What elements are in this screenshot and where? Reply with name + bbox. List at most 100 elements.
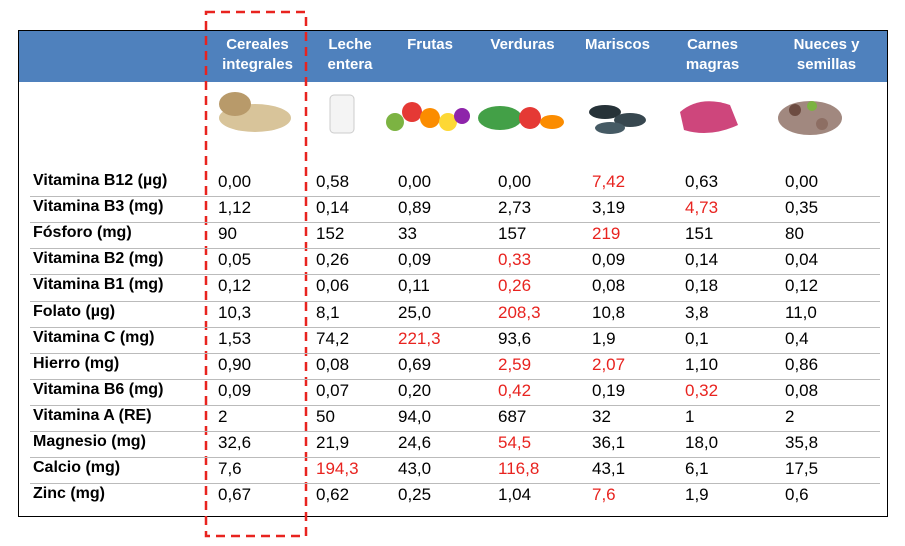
cell: 0,42 xyxy=(498,380,532,400)
row-rule xyxy=(30,404,880,406)
highlight-box xyxy=(204,10,308,538)
row-label: Magnesio (mg) xyxy=(33,433,146,450)
row-rule xyxy=(30,431,880,432)
cell: 93,6 xyxy=(498,328,532,348)
cell: 1,10 xyxy=(685,354,719,374)
row-rule xyxy=(30,196,880,198)
cell: 1,9 xyxy=(592,328,616,348)
row-rule xyxy=(30,326,880,328)
cell: 194,3 xyxy=(316,459,359,479)
column-header: Cereales integrales xyxy=(222,36,293,73)
cell: 0,32 xyxy=(685,380,719,400)
row-rule xyxy=(30,483,880,485)
cell: 43,1 xyxy=(592,459,626,479)
row-label: Zinc (mg) xyxy=(33,485,105,503)
table-border xyxy=(18,30,888,517)
cell: 221,3 xyxy=(398,328,441,348)
row-label: Vitamina A (RE) xyxy=(33,406,152,424)
cell: 43,0 xyxy=(398,459,432,479)
cell: 8,1 xyxy=(316,302,340,322)
cell: 0,62 xyxy=(316,485,350,505)
cell: 0,6 xyxy=(785,485,809,505)
cell: 2,73 xyxy=(498,198,532,218)
row-rule xyxy=(30,457,880,459)
column-header: Mariscos xyxy=(584,36,651,53)
cell: 7,6 xyxy=(592,485,616,505)
cell: 0,00 xyxy=(498,172,532,191)
cell: 2,07 xyxy=(592,354,626,374)
cell: 1,9 xyxy=(685,485,709,505)
cell: 7,6 xyxy=(218,459,242,479)
cell: 0,26 xyxy=(316,250,350,270)
row-label: Fósforo (mg) xyxy=(33,224,132,242)
row-label: Vitamina C (mg) xyxy=(33,328,155,346)
fruit-icon xyxy=(386,102,470,131)
cell: 35,8 xyxy=(785,433,819,452)
cell: 0,67 xyxy=(218,485,252,505)
cell: 25,0 xyxy=(398,302,432,322)
row-label: Folato (µg) xyxy=(33,302,116,320)
cell: 36,1 xyxy=(592,433,626,452)
row-rule xyxy=(30,222,880,224)
cell: 0,00 xyxy=(218,172,252,191)
cell: 116,8 xyxy=(498,459,540,479)
meat-icon xyxy=(680,101,738,134)
cell: 74,2 xyxy=(316,328,350,348)
cell: 0,69 xyxy=(398,354,432,374)
vegetable-icon xyxy=(478,106,564,130)
cell: 32 xyxy=(592,406,611,426)
cell: 80 xyxy=(785,224,804,244)
cell: 18,0 xyxy=(685,433,719,452)
row-label: Hierro (mg) xyxy=(33,354,120,372)
row-rule xyxy=(30,274,880,276)
cell: 3,19 xyxy=(592,198,626,218)
cell: 219 xyxy=(592,224,621,244)
cell: 6,1 xyxy=(685,459,709,479)
column-header: Frutas xyxy=(407,36,453,53)
cell: 2 xyxy=(218,406,228,426)
column-header: Carnes magras xyxy=(685,36,740,73)
cell: 0,26 xyxy=(498,276,532,296)
cell: 0,11 xyxy=(398,276,430,296)
column-header: Verduras xyxy=(490,36,555,53)
cell: 0,07 xyxy=(316,380,350,400)
cell: 0,4 xyxy=(785,328,809,348)
cell: 0,12 xyxy=(785,276,819,296)
cell: 17,5 xyxy=(785,459,819,479)
cell: 0,12 xyxy=(218,276,252,296)
cell: 1,12 xyxy=(218,198,252,218)
cell: 0,33 xyxy=(498,250,532,270)
cell: 208,3 xyxy=(498,302,541,322)
cell: 0,63 xyxy=(685,172,719,191)
row-rule xyxy=(30,378,880,380)
cell: 3,8 xyxy=(685,302,709,322)
cell: 0,09 xyxy=(398,250,432,270)
cell: 0,58 xyxy=(316,172,350,191)
header-band xyxy=(19,31,887,82)
cell: 0,18 xyxy=(685,276,719,296)
cell: 152 xyxy=(316,224,345,244)
nuts-icon xyxy=(778,101,842,135)
cell: 0,09 xyxy=(218,380,252,400)
cell: 1,53 xyxy=(218,328,252,348)
cell: 0,05 xyxy=(218,250,252,270)
cell: 0,14 xyxy=(316,198,350,218)
cell: 94,0 xyxy=(398,406,432,426)
cell: 0,35 xyxy=(785,198,819,218)
cell: 0,09 xyxy=(592,250,626,270)
grain-icon xyxy=(219,92,291,132)
cell: 0,86 xyxy=(785,354,819,374)
row-label: Vitamina B12 (µg) xyxy=(33,172,168,189)
cell: 32,6 xyxy=(218,433,252,452)
cell: 0,08 xyxy=(592,276,626,296)
cell: 0,00 xyxy=(398,172,432,191)
cell: 90 xyxy=(218,224,237,244)
cell: 0,06 xyxy=(316,276,350,296)
cell: 1 xyxy=(685,406,695,426)
cell: 157 xyxy=(498,224,527,244)
cell: 0,00 xyxy=(785,172,819,191)
shellfish-icon xyxy=(589,105,646,134)
cell: 24,6 xyxy=(398,433,432,452)
row-label: Vitamina B1 (mg) xyxy=(33,276,164,294)
